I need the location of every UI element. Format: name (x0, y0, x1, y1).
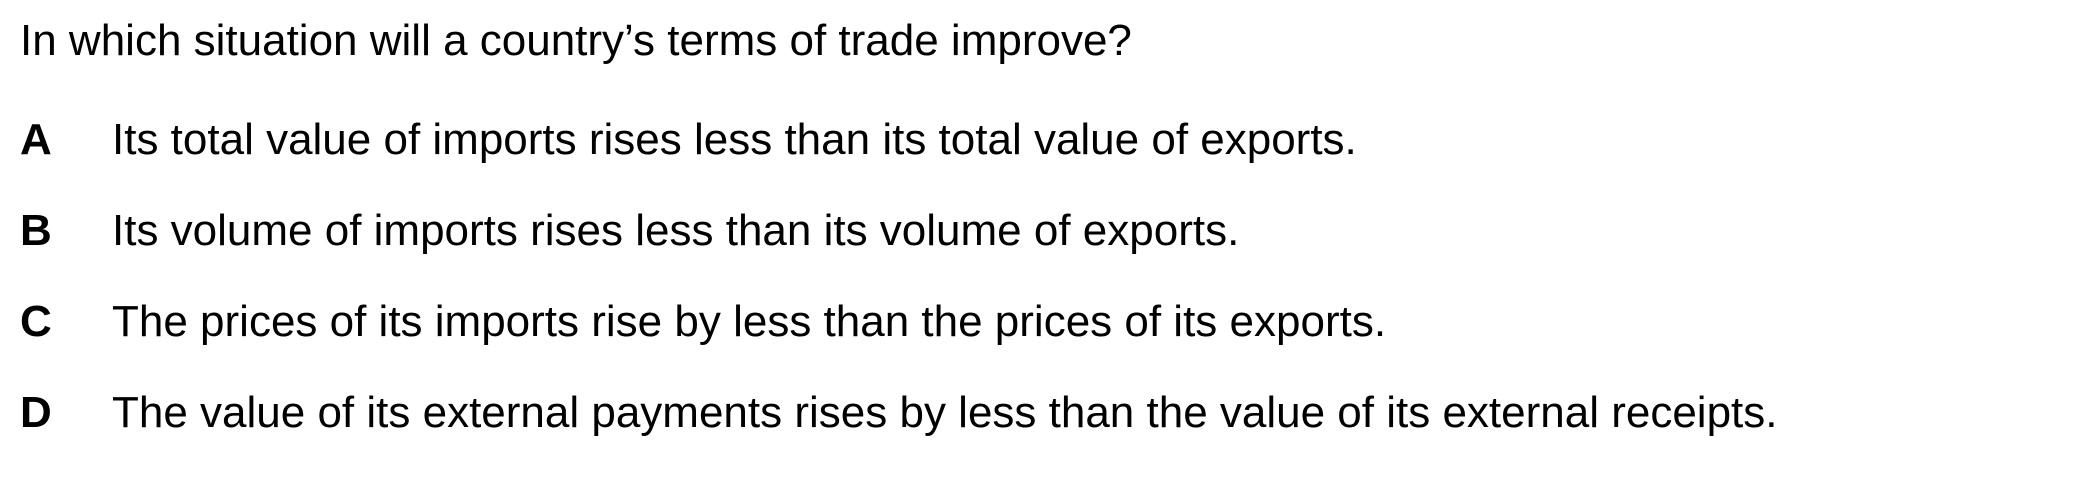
option-c: C The prices of its imports rise by less… (20, 295, 1778, 386)
option-letter: D (20, 388, 52, 437)
option-text: The value of its external payments rises… (112, 388, 1778, 437)
option-text: Its total value of imports rises less th… (112, 115, 1357, 164)
option-a: A Its total value of imports rises less … (20, 113, 1778, 204)
question-text: In which situation will a country’s term… (20, 16, 1132, 65)
option-letter: A (20, 115, 52, 164)
option-letter: C (20, 297, 52, 346)
option-b: B Its volume of imports rises less than … (20, 204, 1778, 295)
option-text: The prices of its imports rise by less t… (112, 297, 1387, 346)
answer-options: A Its total value of imports rises less … (20, 113, 1778, 477)
option-d: D The value of its external payments ris… (20, 386, 1778, 477)
option-letter: B (20, 206, 52, 255)
option-text: Its volume of imports rises less than it… (112, 206, 1240, 255)
